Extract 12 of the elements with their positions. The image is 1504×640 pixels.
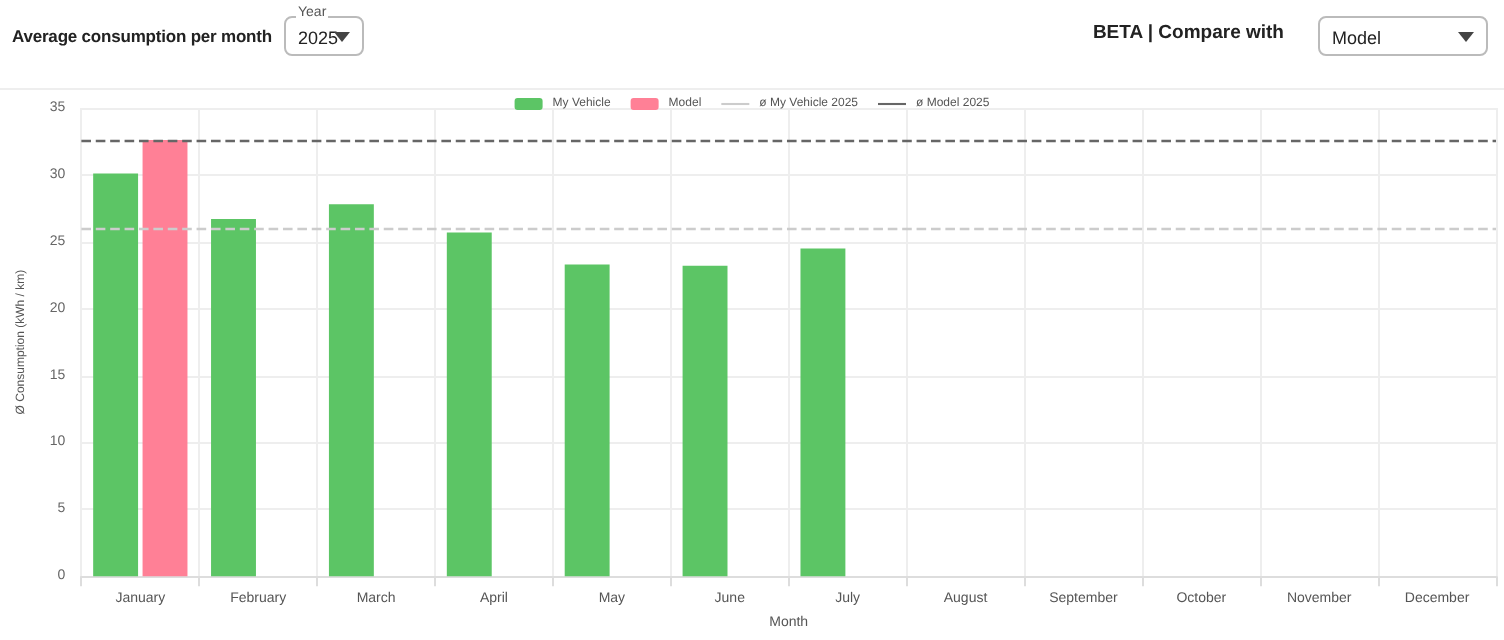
- bar: [564, 264, 610, 577]
- text: 2025: [298, 28, 339, 48]
- bar: [800, 248, 846, 577]
- bar: [142, 140, 188, 577]
- bar: [682, 265, 728, 577]
- bar: [211, 219, 256, 577]
- text: BETA | Compare with: [1092, 22, 1284, 44]
- bar: [93, 173, 139, 577]
- chart-title: Average consumption per month: [12, 26, 272, 46]
- text: Model: [1332, 28, 1382, 48]
- bar: [446, 232, 492, 577]
- bar: [328, 204, 374, 577]
